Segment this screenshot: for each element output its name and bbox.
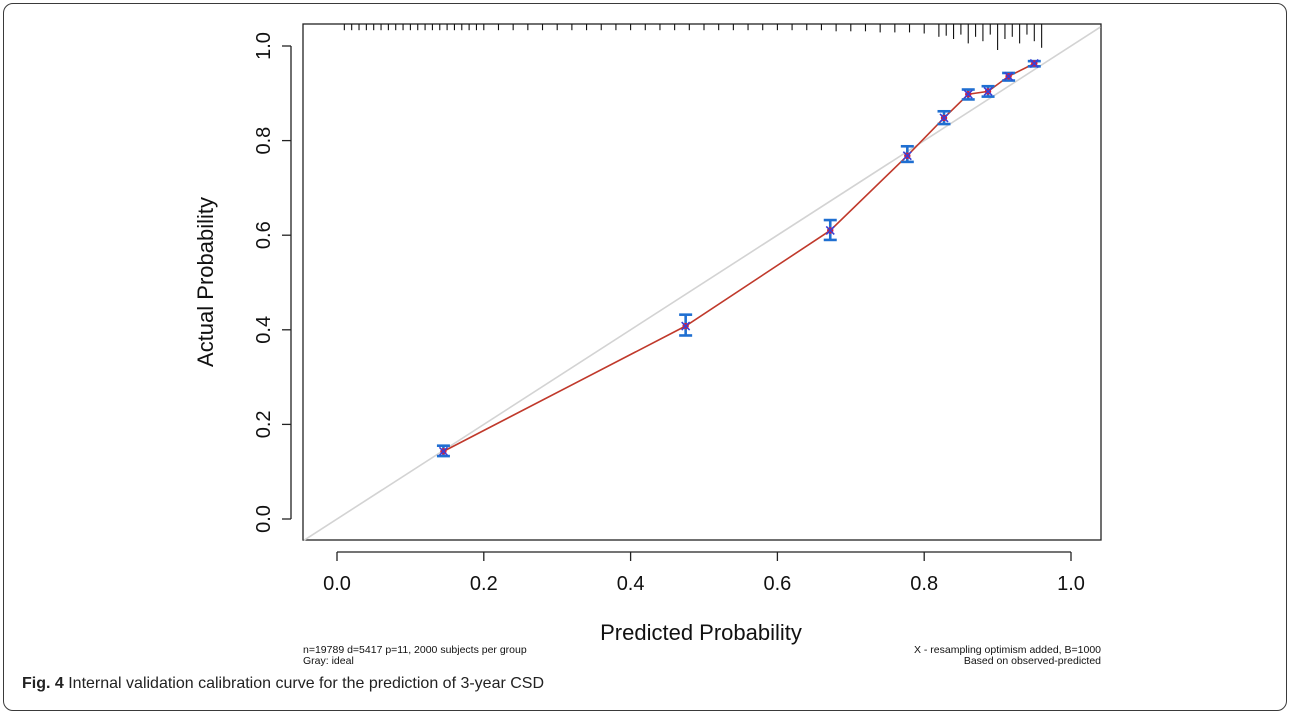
calibration-point-7 bbox=[1002, 71, 1016, 82]
y-tick-label-0: 0.0 bbox=[253, 505, 275, 533]
calibration-point-4 bbox=[937, 109, 951, 126]
calibration-point-5 bbox=[961, 88, 975, 101]
figure-frame bbox=[3, 3, 1287, 711]
calibration-point-0 bbox=[436, 444, 450, 458]
point-cross-b bbox=[681, 321, 691, 331]
point-cross-b bbox=[939, 113, 949, 123]
calibration-point-8 bbox=[1027, 58, 1041, 69]
x-tick-label-0: 0.0 bbox=[323, 573, 351, 595]
plot-area bbox=[302, 23, 1102, 541]
x-tick-label-5: 1.0 bbox=[1057, 573, 1085, 595]
calibration-point-3 bbox=[900, 144, 914, 164]
note-right-line2: Based on observed-predicted bbox=[963, 655, 1101, 667]
x-tick-label-4: 0.8 bbox=[910, 573, 938, 595]
point-cross-b bbox=[825, 225, 835, 236]
caption-text: Internal validation calibration curve fo… bbox=[68, 675, 545, 692]
note-left-line2: Gray: ideal bbox=[303, 655, 354, 667]
note-left-line1: n=19789 d=5417 p=11, 2000 subjects per g… bbox=[303, 644, 527, 656]
calibration-point-2 bbox=[823, 218, 837, 242]
point-cross-b bbox=[1029, 58, 1039, 69]
y-tick-label-2: 0.4 bbox=[253, 316, 275, 344]
caption-label: Fig. 4 bbox=[22, 675, 64, 692]
figure-caption: Fig. 4 Internal validation calibration c… bbox=[22, 675, 544, 693]
point-cross-b bbox=[438, 446, 448, 456]
x-tick-label-3: 0.6 bbox=[763, 573, 791, 595]
calibration-point-1 bbox=[679, 313, 693, 337]
note-right-line1: X - resampling optimism added, B=1000 bbox=[913, 644, 1101, 656]
y-tick-label-1: 0.2 bbox=[253, 410, 275, 438]
point-cross-b bbox=[963, 89, 973, 99]
x-tick-label-2: 0.4 bbox=[617, 573, 645, 595]
y-axis-label: Actual Probability bbox=[193, 197, 218, 367]
calibration-point-6 bbox=[981, 84, 995, 98]
y-tick-label-3: 0.6 bbox=[253, 221, 275, 249]
ideal-line bbox=[303, 26, 1101, 541]
point-cross-b bbox=[983, 86, 993, 96]
y-tick-label-5: 1.0 bbox=[253, 32, 275, 60]
y-tick-label-4: 0.8 bbox=[253, 127, 275, 155]
x-tick-label-1: 0.2 bbox=[470, 573, 498, 595]
point-cross-b bbox=[1004, 71, 1014, 81]
x-axis-label: Predicted Probability bbox=[600, 620, 802, 645]
point-cross-b bbox=[902, 151, 912, 161]
